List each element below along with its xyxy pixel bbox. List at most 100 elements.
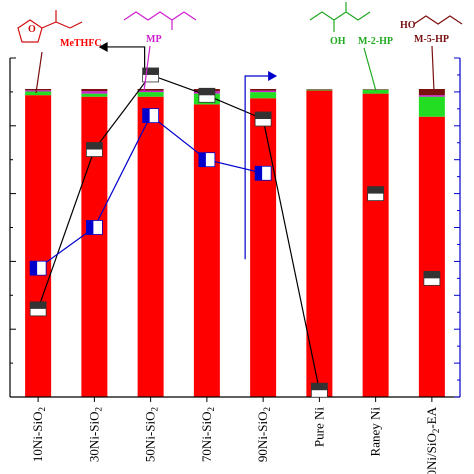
marker-right-0 xyxy=(29,260,47,276)
x-tick-label-main: 30Ni-SiO xyxy=(86,412,101,463)
marker-right-4 xyxy=(254,165,272,181)
x-tick-label-2: 50Ni-SiO2 xyxy=(143,407,160,462)
bar-m-5-hp-2 xyxy=(137,89,164,91)
x-tick-label-main: 50Ni-SiO xyxy=(143,412,158,463)
marker-right-2-fill xyxy=(142,108,150,123)
marker-standalone-1 xyxy=(423,270,441,286)
bar-methfc-1 xyxy=(81,96,108,397)
x-tick-label-7: 50Ni/SiO2-EA xyxy=(424,406,441,474)
x-tick-label-main: 90Ni-SiO xyxy=(255,412,270,463)
x-tick-label-6: Raney Ni xyxy=(368,407,383,457)
marker-left-0-fill xyxy=(30,301,47,309)
bar-m-5-hp-1 xyxy=(81,89,108,92)
pointer-m2hp xyxy=(363,47,377,92)
marker-right-2 xyxy=(142,108,160,124)
molecule-mp xyxy=(123,11,197,30)
marker-left-1 xyxy=(85,142,103,157)
x-tick-label-0: 10Ni-SiO2 xyxy=(30,407,47,462)
marker-standalone-1-fill xyxy=(423,271,440,279)
x-tick-label-sub: 2 xyxy=(206,407,216,412)
molecule-label-m5hp: M-5-HP xyxy=(414,34,449,45)
x-tick-label-5: Pure Ni xyxy=(311,407,326,447)
marker-left-1-fill xyxy=(86,142,103,150)
molecule-methfc-o: O xyxy=(28,24,36,35)
marker-standalone-0-fill xyxy=(367,186,384,194)
marker-left-0 xyxy=(29,301,47,317)
bar-m-2-hp-7 xyxy=(418,96,445,117)
molecule-methfc xyxy=(17,10,83,43)
x-tick-label-sub: 2 xyxy=(262,407,272,412)
x-tick-labels: 10Ni-SiO230Ni-SiO250Ni-SiO270Ni-SiO290Ni… xyxy=(30,406,441,474)
molecule-structures: O MeTHFC MP OH M-2-HP HO M-5-HP xyxy=(17,2,463,94)
line-layer xyxy=(37,41,320,391)
x-tick-label-1: 30Ni-SiO2 xyxy=(86,407,103,462)
molecule-m5hp-ho: HO xyxy=(400,20,416,31)
arrowhead-left xyxy=(98,41,108,52)
bar-m-2-hp-0 xyxy=(25,91,52,96)
x-tick-label-sub: 2 xyxy=(150,407,160,412)
x-tick-label-main: Pure Ni xyxy=(311,407,326,447)
marker-left-2-fill xyxy=(142,67,159,75)
marker-right-1 xyxy=(85,220,103,235)
marker-standalone-0 xyxy=(367,186,385,202)
x-tick-label-tail: -EA xyxy=(424,406,439,428)
bar-m-2-hp-5 xyxy=(306,89,333,91)
x-tick-label-main: 50Ni/SiO xyxy=(424,433,439,474)
bar-methfc-2 xyxy=(137,96,164,397)
marker-left-4 xyxy=(254,111,272,127)
bar-methfc-5 xyxy=(306,90,333,397)
bar-layer xyxy=(25,89,445,398)
x-tick-label-3: 70Ni-SiO2 xyxy=(199,407,216,462)
bar-mp-4 xyxy=(250,90,277,93)
arrow-to-left-axis xyxy=(106,46,146,71)
marker-left-3 xyxy=(198,87,216,103)
bar-m-5-hp-4 xyxy=(250,89,277,91)
bar-m-5-hp-7 xyxy=(418,89,445,96)
molecule-m2hp-oh: OH xyxy=(330,36,346,47)
arrow-to-right-axis xyxy=(244,75,270,260)
bar-m-2-hp-6 xyxy=(362,89,389,94)
marker-left-5 xyxy=(310,382,328,398)
bar-m-2-hp-1 xyxy=(81,93,108,97)
x-tick-label-main: Raney Ni xyxy=(368,407,383,457)
marker-left-5-fill xyxy=(311,383,328,391)
marker-right-3 xyxy=(198,152,216,168)
bar-mp-1 xyxy=(81,91,108,94)
x-tick-label-4: 90Ni-SiO2 xyxy=(255,407,272,462)
bar-methfc-7 xyxy=(418,116,445,397)
bar-methfc-6 xyxy=(362,93,389,398)
marker-right-0-fill xyxy=(30,261,38,276)
marker-left-3-fill xyxy=(198,88,215,96)
pointer-methfc xyxy=(35,51,43,94)
molecule-label-methfc: MeTHFC xyxy=(60,38,102,49)
bar-methfc-0 xyxy=(25,95,52,397)
bar-m-5-hp-0 xyxy=(25,89,52,91)
molecule-label-mp: MP xyxy=(146,34,162,45)
marker-right-1-fill xyxy=(86,220,94,235)
pointer-mp xyxy=(143,45,151,92)
bar-methfc-3 xyxy=(193,104,220,398)
arrowhead-right xyxy=(268,71,278,81)
pointer-m5hp xyxy=(431,45,435,92)
line-series-left xyxy=(37,74,320,391)
x-tick-label-main: 10Ni-SiO xyxy=(30,412,45,463)
x-tick-label-sub: 2 xyxy=(37,407,47,412)
marker-layer xyxy=(29,67,441,398)
x-tick-label-main: 70Ni-SiO xyxy=(199,412,214,463)
bar-mp-0 xyxy=(25,90,52,92)
bar-mp-7 xyxy=(418,95,445,97)
bar-m-2-hp-4 xyxy=(250,92,277,99)
molecule-label-m2hp: M-2-HP xyxy=(358,36,393,47)
bar-methfc-4 xyxy=(250,98,277,398)
bar-m-2-hp-2 xyxy=(137,92,164,97)
marker-right-4-fill xyxy=(255,166,263,181)
x-tick-label-sub: 2 xyxy=(93,407,103,412)
axes-layer xyxy=(9,57,461,402)
marker-right-3-fill xyxy=(198,152,206,167)
molecule-m2hp xyxy=(309,2,371,32)
marker-left-4-fill xyxy=(255,112,272,120)
x-tick-label-sub: 2 xyxy=(431,429,441,434)
molecule-m5hp xyxy=(413,15,463,25)
bar-mp-2 xyxy=(137,90,164,93)
